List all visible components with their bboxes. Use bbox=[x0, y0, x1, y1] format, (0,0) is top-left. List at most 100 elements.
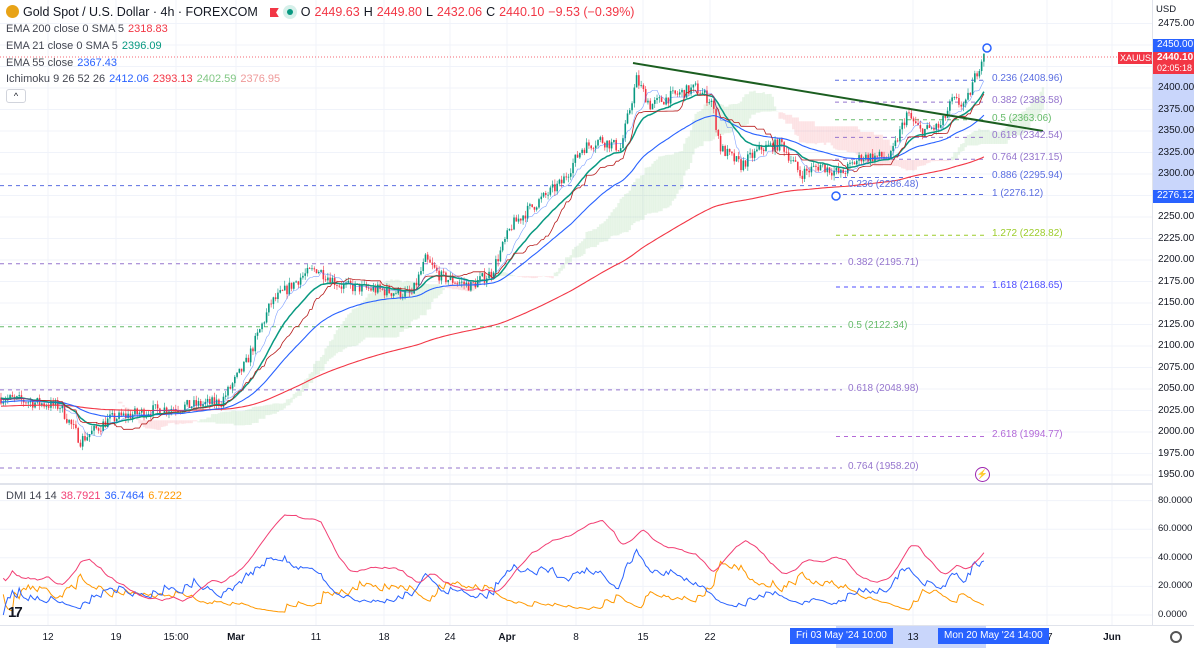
cloud-segment bbox=[540, 276, 543, 277]
price-label: 2375.00 bbox=[1158, 103, 1194, 115]
cloud-segment bbox=[962, 143, 965, 151]
cloud-segment bbox=[866, 131, 870, 165]
flag-icon[interactable] bbox=[269, 8, 279, 17]
candle bbox=[638, 75, 640, 86]
tradingview-logo[interactable]: 17 bbox=[8, 604, 23, 621]
candle bbox=[417, 274, 420, 286]
candle bbox=[349, 280, 352, 285]
close-value: 2440.10 bbox=[499, 5, 545, 19]
candle bbox=[286, 285, 288, 295]
legend-ema21[interactable]: EMA 21 close 0 SMA 5 2396.09 bbox=[6, 40, 166, 52]
candle bbox=[613, 140, 615, 143]
cloud-segment bbox=[751, 91, 754, 115]
cloud-segment bbox=[755, 93, 759, 113]
symbol-title[interactable]: Gold Spot / U.S. Dollar · 4h · FOREXCOM bbox=[23, 5, 258, 19]
cloud-segment bbox=[785, 114, 788, 124]
candle bbox=[79, 442, 82, 447]
cloud-segment bbox=[335, 330, 339, 354]
cloud-segment bbox=[680, 151, 684, 189]
cloud-segment bbox=[941, 159, 945, 162]
candle bbox=[2, 401, 5, 404]
cloud-segment bbox=[417, 283, 420, 319]
candle bbox=[744, 160, 747, 167]
cloud-segment bbox=[1030, 101, 1033, 122]
candle bbox=[849, 162, 851, 164]
candle bbox=[122, 413, 125, 416]
cloud-segment bbox=[365, 297, 368, 338]
candle bbox=[261, 323, 263, 330]
cloud-segment bbox=[145, 420, 148, 429]
cloud-segment bbox=[433, 284, 436, 299]
cloud-segment bbox=[587, 231, 591, 249]
candle bbox=[154, 404, 157, 406]
cloud-segment bbox=[935, 159, 938, 162]
cloud-segment bbox=[807, 121, 811, 144]
cloud-segment bbox=[397, 279, 400, 337]
candle bbox=[633, 87, 636, 104]
candle bbox=[908, 112, 910, 114]
cloud-segment bbox=[401, 282, 404, 332]
cloud-segment bbox=[610, 212, 613, 237]
cloud-segment bbox=[835, 126, 838, 150]
candle bbox=[876, 155, 879, 157]
chart-canvas[interactable] bbox=[0, 0, 1152, 625]
indicator-value: 2412.06 bbox=[109, 73, 149, 85]
time-label: 8 bbox=[573, 632, 579, 643]
cloud-segment bbox=[980, 129, 983, 144]
candle bbox=[719, 135, 722, 152]
candle bbox=[601, 137, 604, 143]
cloud-segment bbox=[408, 281, 411, 326]
cloud-segment bbox=[580, 241, 584, 256]
cloud-segment bbox=[394, 279, 398, 338]
cloud-segment bbox=[204, 419, 207, 423]
trendline[interactable] bbox=[632, 62, 1044, 132]
candle bbox=[712, 100, 715, 109]
pane-separator[interactable] bbox=[0, 483, 1152, 485]
cloud-segment bbox=[424, 283, 427, 316]
candle bbox=[619, 148, 622, 151]
candle bbox=[234, 376, 236, 384]
cloud-segment bbox=[932, 159, 936, 162]
cloud-segment bbox=[821, 126, 824, 143]
settings-icon[interactable] bbox=[1170, 631, 1182, 643]
cloud-segment bbox=[885, 139, 888, 165]
alert-icon[interactable]: ⚡ bbox=[975, 467, 990, 482]
candle bbox=[413, 282, 415, 294]
cloud-segment bbox=[331, 339, 334, 358]
legend-ema55[interactable]: EMA 55 close 2367.43 bbox=[6, 57, 121, 69]
currency-selector[interactable]: USD bbox=[1156, 4, 1177, 15]
cloud-segment bbox=[887, 139, 890, 165]
fib-anchor-low[interactable] bbox=[831, 191, 841, 201]
cloud-segment bbox=[326, 345, 330, 362]
candle bbox=[311, 268, 313, 270]
candle bbox=[236, 372, 238, 377]
legend-ichimoku[interactable]: Ichimoku 9 26 52 26 2412.06 2393.13 2402.59… bbox=[6, 73, 284, 85]
candle bbox=[520, 218, 522, 221]
cloud-segment bbox=[685, 138, 688, 171]
price-label: 2025.00 bbox=[1158, 404, 1194, 416]
indicator-value: 38.7921 bbox=[60, 490, 101, 502]
candle bbox=[967, 92, 969, 100]
price-axis[interactable]: USD 2475.00 2400.00 2375.00 2350.00 2325.00 2… bbox=[1152, 0, 1194, 625]
dmi-label: 40.0000 bbox=[1158, 551, 1193, 563]
indicator-value: 6.7222 bbox=[148, 490, 182, 502]
legend-ema200[interactable]: EMA 200 close 0 SMA 5 2318.83 bbox=[6, 23, 172, 35]
collapse-legend-button[interactable]: ^ bbox=[6, 89, 26, 103]
high-label: H bbox=[363, 5, 373, 19]
fib-label: 0.236 (2286.48) bbox=[848, 178, 919, 190]
cloud-segment bbox=[1003, 129, 1006, 144]
fib-label: 0.5 (2363.06) bbox=[992, 112, 1052, 124]
cloud-segment bbox=[626, 193, 629, 233]
cloud-segment bbox=[571, 249, 575, 258]
cloud-segment bbox=[753, 90, 756, 115]
indicator-name: EMA 55 close bbox=[6, 57, 74, 69]
fib-anchor-high[interactable] bbox=[982, 43, 992, 53]
cloud-segment bbox=[660, 156, 663, 212]
cloud-segment bbox=[987, 129, 990, 144]
cloud-segment bbox=[853, 126, 856, 153]
price-label: 1975.00 bbox=[1158, 447, 1194, 459]
candle bbox=[138, 412, 141, 415]
cloud-segment bbox=[649, 166, 652, 214]
legend-dmi[interactable]: DMI 14 14 38.7921 36.7464 6.7222 bbox=[6, 490, 186, 502]
